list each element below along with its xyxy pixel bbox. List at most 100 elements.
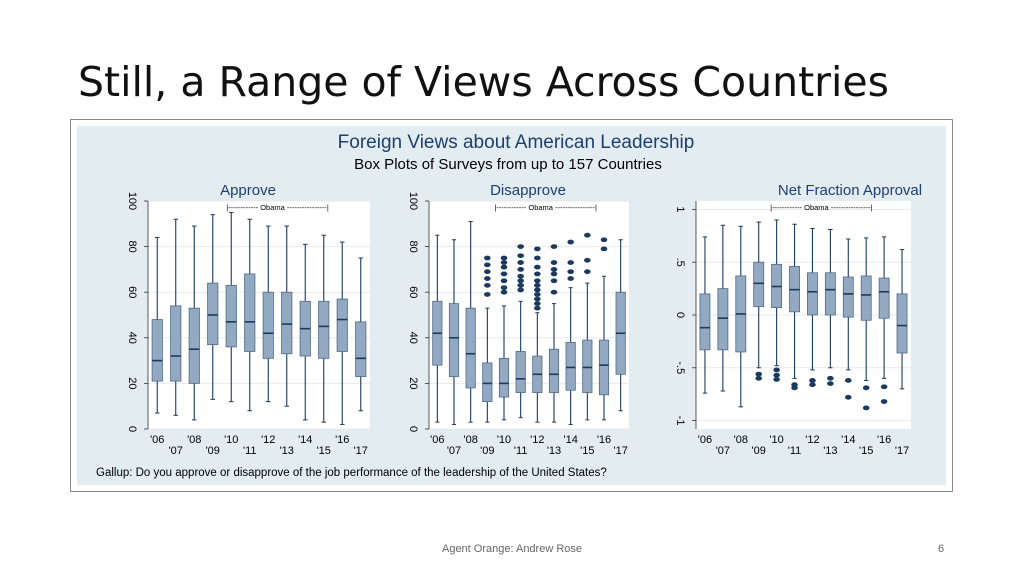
outlier-point: [534, 292, 541, 297]
box-2010: [498, 357, 510, 398]
outlier-point: [517, 278, 524, 284]
y-tick-label: 20: [126, 377, 138, 389]
outlier-point: [517, 282, 524, 288]
x-tick-label: '13: [547, 445, 561, 457]
outlier-point: [567, 276, 574, 281]
outlier-point: [500, 260, 508, 265]
y-tick-label: -.5: [674, 361, 686, 374]
box-2009: [207, 282, 219, 346]
figure-frame: Foreign Views about American Leadership B…: [70, 119, 953, 492]
box-2008: [188, 307, 200, 384]
x-tick-label: '06: [430, 434, 444, 446]
outlier-point: [484, 276, 491, 281]
y-tick-label: .5: [674, 258, 686, 267]
outlier-point: [809, 378, 816, 383]
box-2008: [465, 307, 476, 389]
box-2013: [824, 272, 836, 316]
box-2007: [717, 288, 729, 351]
box-2007: [448, 303, 460, 377]
outlier-point: [534, 278, 541, 284]
box-2017: [355, 321, 367, 377]
chart-title: Foreign Views about American Leadership: [338, 132, 695, 153]
outlier-point: [773, 372, 780, 378]
x-tick-label: '11: [243, 445, 257, 457]
x-tick-label: '09: [206, 445, 220, 457]
y-tick-label: 60: [407, 286, 419, 298]
outlier-point: [844, 378, 852, 383]
outlier-point: [534, 271, 541, 277]
box-2016: [598, 339, 610, 396]
y-tick-label: 80: [407, 240, 419, 252]
obama-annotation: |------------ Obama ----------------|: [770, 203, 873, 212]
outlier-point: [773, 367, 780, 373]
x-tick-label: '11: [788, 445, 802, 457]
outlier-point: [791, 385, 798, 391]
outlier-point: [517, 267, 524, 272]
outlier-point: [600, 246, 608, 252]
y-tick-label: 40: [407, 332, 419, 344]
y-tick-label: -1: [674, 416, 686, 426]
outlier-point: [862, 405, 870, 411]
y-tick-label: 0: [126, 426, 138, 432]
x-tick-label: '14: [298, 434, 312, 446]
outlier-point: [550, 244, 558, 249]
x-tick-label: '14: [841, 434, 855, 446]
box-2006: [151, 319, 163, 382]
x-tick-label: '06: [698, 434, 712, 446]
outlier-point: [500, 289, 508, 295]
outlier-point: [862, 385, 870, 391]
box-2007: [170, 305, 182, 382]
box-2014: [565, 341, 576, 391]
box-2009: [753, 261, 765, 307]
box-2016: [336, 298, 348, 352]
page-number: 6: [938, 543, 945, 555]
x-tick-label: '08: [734, 434, 748, 446]
obama-annotation: |------------ Obama ----------------|: [494, 203, 597, 212]
x-tick-label: '16: [877, 434, 891, 446]
x-tick-label: '15: [859, 445, 873, 457]
outlier-point: [567, 239, 574, 245]
box-2006: [699, 293, 711, 351]
outlier-point: [584, 232, 591, 238]
x-tick-label: '07: [169, 445, 183, 457]
x-tick-label: '12: [530, 434, 544, 446]
y-tick-label: 60: [126, 286, 138, 298]
x-tick-label: '09: [752, 445, 766, 457]
box-2012: [262, 291, 274, 359]
box-2012: [807, 272, 818, 316]
chart-note: Gallup: Do you approve or disapprove of …: [96, 467, 607, 479]
outlier-point: [517, 273, 524, 279]
outlier-point: [534, 301, 541, 306]
box-2010: [225, 284, 237, 348]
x-tick-label: '15: [317, 445, 331, 457]
panel-title: Disapprove: [490, 182, 566, 199]
outlier-point: [827, 381, 834, 387]
outlier-point: [534, 305, 541, 311]
y-tick-label: 100: [126, 192, 138, 210]
x-tick-label: '16: [597, 434, 611, 446]
outlier-point: [755, 375, 763, 381]
outlier-point: [827, 375, 834, 381]
x-tick-label: '13: [280, 445, 294, 457]
x-tick-label: '07: [447, 445, 461, 457]
box-2011: [244, 273, 256, 352]
x-tick-label: '11: [514, 445, 528, 457]
box-2015: [318, 300, 330, 359]
panel-title: Approve: [220, 182, 276, 199]
outlier-point: [773, 376, 780, 382]
x-tick-label: '17: [895, 445, 909, 457]
box-2014: [842, 276, 854, 318]
outlier-point: [567, 269, 574, 275]
box-2013: [548, 348, 560, 393]
outlier-point: [517, 253, 524, 259]
x-tick-label: '07: [716, 445, 730, 457]
outlier-point: [500, 271, 508, 277]
outlier-point: [534, 296, 541, 302]
y-tick-label: 40: [126, 332, 138, 344]
x-tick-label: '09: [480, 445, 494, 457]
footer-author: Agent Orange: Andrew Rose: [441, 543, 583, 555]
chart-figure: Foreign Views about American Leadership B…: [77, 126, 946, 485]
outlier-point: [517, 287, 524, 293]
x-tick-label: '12: [261, 434, 275, 446]
outlier-point: [844, 394, 852, 400]
